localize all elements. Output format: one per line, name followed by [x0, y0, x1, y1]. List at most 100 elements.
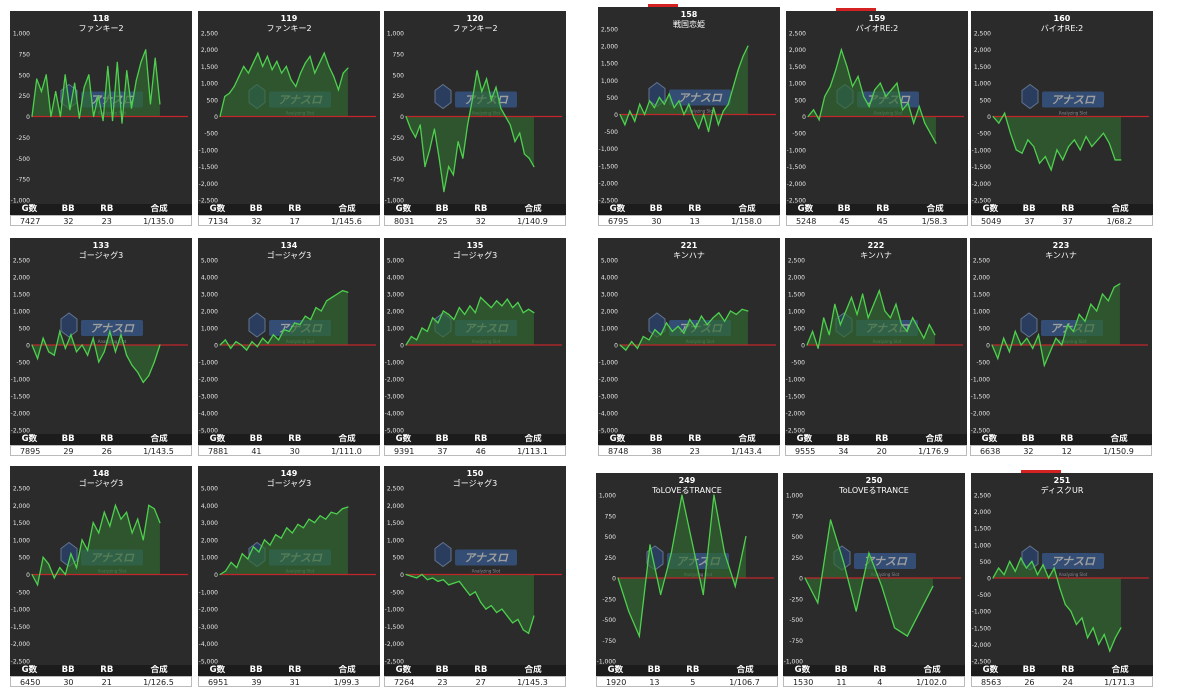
stats-value-bb: 11 — [836, 678, 847, 686]
stats-table: G数 BB RB 合成 6795 30 13 1/158.0 — [598, 204, 780, 226]
data-point — [92, 115, 95, 118]
data-point — [421, 327, 423, 329]
stats-header-combined: 合成 — [150, 204, 168, 214]
data-point — [855, 610, 857, 612]
watermark-subtext: Analyzing Slot — [1059, 572, 1088, 577]
data-point — [323, 52, 325, 54]
stats-header-row: G数 BB RB 合成 — [786, 204, 968, 215]
stats-value-row: 8748 38 23 1/143.4 — [598, 445, 780, 456]
stats-value-rb: 20 — [876, 447, 887, 455]
y-tick-label: -1,000 — [11, 198, 31, 205]
data-point — [480, 296, 482, 298]
stats-value-row: 7427 32 23 1/135.0 — [10, 215, 192, 226]
stats-value-bb: 45 — [839, 217, 850, 225]
data-point — [485, 78, 488, 80]
data-point — [660, 334, 662, 336]
stats-header-rb: RB — [474, 665, 488, 675]
y-tick-label: -4,000 — [199, 641, 219, 648]
stats-table: G数 BB RB 合成 7895 29 26 1/143.5 — [10, 434, 192, 456]
data-point — [272, 334, 274, 336]
stats-header-row: G数 BB RB 合成 — [198, 204, 380, 215]
chart-svg: 250ToLOVEるTRANCE-1,000-750-500-250025050… — [784, 476, 961, 665]
data-point — [504, 115, 507, 118]
y-tick-label: -500 — [16, 360, 30, 367]
stats-value-row: 9391 37 46 1/113.1 — [384, 445, 566, 456]
data-point — [834, 303, 836, 305]
chart-title: 249 — [679, 476, 696, 485]
stats-header-bb: BB — [649, 204, 663, 214]
y-tick-label: 0 — [26, 343, 30, 350]
stats-header-games: G数 — [395, 665, 412, 675]
data-point — [722, 110, 724, 112]
data-point — [87, 354, 89, 356]
stats-value-bb: 32 — [251, 217, 262, 225]
y-tick-label: -250 — [789, 596, 803, 603]
data-point — [433, 128, 436, 130]
data-point — [835, 69, 837, 71]
data-point — [246, 349, 248, 351]
stats-header-rb: RB — [876, 204, 890, 214]
stats-header-combined: 合成 — [1111, 204, 1129, 214]
data-point — [1009, 132, 1012, 134]
data-point — [230, 561, 232, 563]
data-point — [448, 313, 450, 315]
y-tick-label: -4,000 — [599, 411, 619, 418]
data-point — [103, 351, 105, 353]
data-point — [1021, 152, 1023, 154]
data-point — [252, 62, 254, 64]
chart-subtitle: 戦国恋姫 — [673, 19, 705, 29]
data-point — [336, 513, 338, 515]
data-point — [1048, 577, 1050, 579]
chart-title: 135 — [467, 241, 484, 250]
y-tick-label: 2,000 — [201, 537, 218, 544]
data-point — [829, 519, 832, 521]
data-point — [262, 337, 264, 339]
data-point — [997, 567, 1000, 569]
data-point — [806, 344, 808, 346]
stats-header-row: G数 BB RB 合成 — [971, 665, 1153, 676]
data-point — [419, 124, 421, 126]
data-point — [331, 296, 333, 298]
y-tick-label: 0 — [614, 343, 618, 350]
series-area — [220, 507, 348, 575]
stats-value-bb: 37 — [1024, 217, 1035, 225]
stats-value-games: 7427 — [19, 217, 41, 225]
y-tick-label: 500 — [19, 326, 31, 333]
chart-title: 222 — [868, 241, 885, 250]
data-point — [747, 310, 749, 312]
data-point — [918, 105, 920, 108]
stats-value-games: 6951 — [207, 678, 229, 686]
y-tick-label: 1,500 — [974, 526, 991, 533]
stats-header-combined: 合成 — [524, 665, 542, 675]
y-tick-label: 0 — [400, 343, 404, 350]
data-point — [410, 575, 412, 577]
data-point — [817, 347, 819, 349]
y-tick-label: -2,500 — [971, 428, 991, 435]
data-point — [98, 361, 100, 363]
stats-header-rb: RB — [688, 204, 702, 214]
data-point — [683, 332, 685, 334]
data-point — [617, 577, 619, 579]
y-tick-label: 500 — [794, 326, 806, 333]
data-point — [36, 78, 38, 80]
stats-value-bb: 23 — [437, 678, 448, 686]
stats-header-combined: 合成 — [338, 665, 356, 675]
series-area — [220, 53, 348, 117]
stats-value-rb: 37 — [1062, 217, 1073, 225]
stats-value-bb: 32 — [63, 217, 74, 225]
chart-panel-148: 148 ゴージャグ3 -2,500 -2,000 -1,500 -1,000 -500 0 50… — [10, 466, 192, 687]
y-tick-label: -2,500 — [972, 659, 992, 666]
data-point — [514, 140, 516, 143]
y-tick-label: 2,500 — [13, 486, 30, 493]
data-point — [527, 308, 530, 310]
stats-header-row: G数 BB RB 合成 — [10, 434, 192, 445]
y-tick-label: 1,000 — [974, 542, 991, 549]
chart-subtitle: ゴージャグ3 — [79, 250, 124, 260]
data-point — [668, 93, 670, 95]
stats-header-combined: 合成 — [338, 434, 356, 444]
data-point — [426, 579, 428, 581]
data-point — [309, 55, 311, 57]
